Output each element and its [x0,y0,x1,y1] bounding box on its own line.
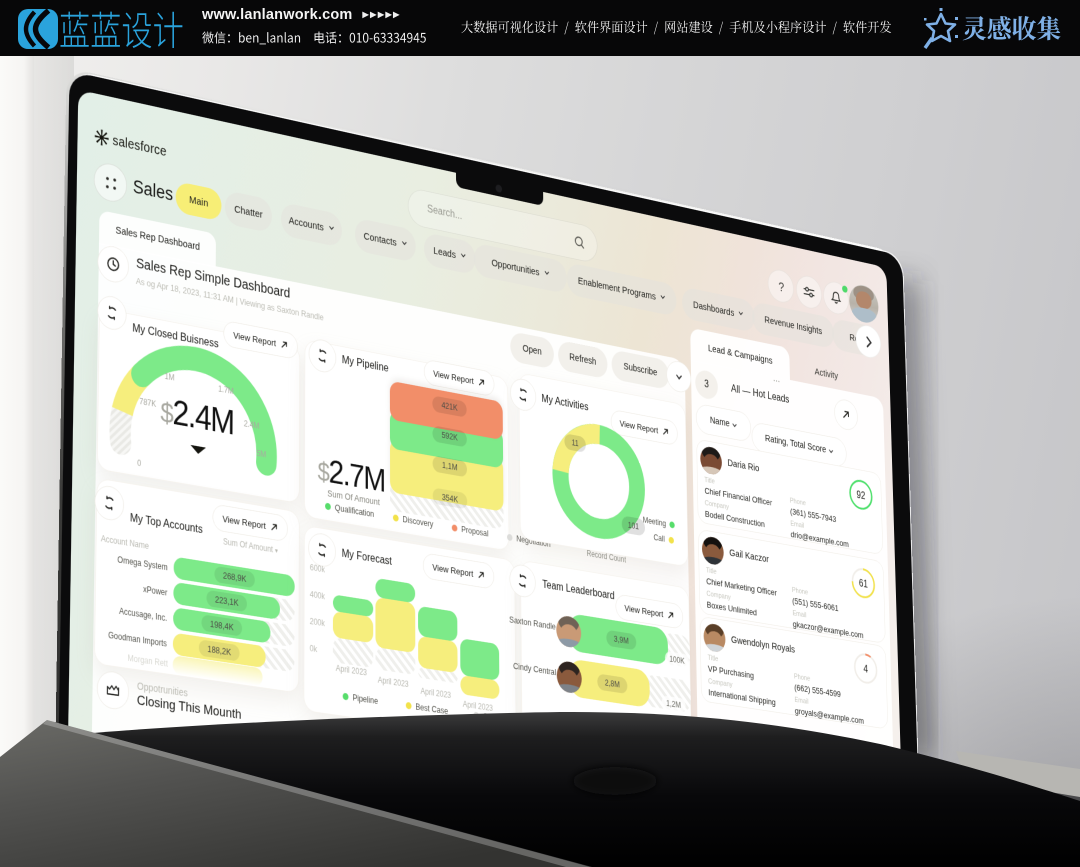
svg-text:92: 92 [856,490,865,502]
svg-text:4: 4 [863,664,868,676]
svg-text:?: ? [778,279,784,295]
svg-text:61: 61 [859,578,868,590]
svg-text:salesforce: salesforce [112,133,166,159]
